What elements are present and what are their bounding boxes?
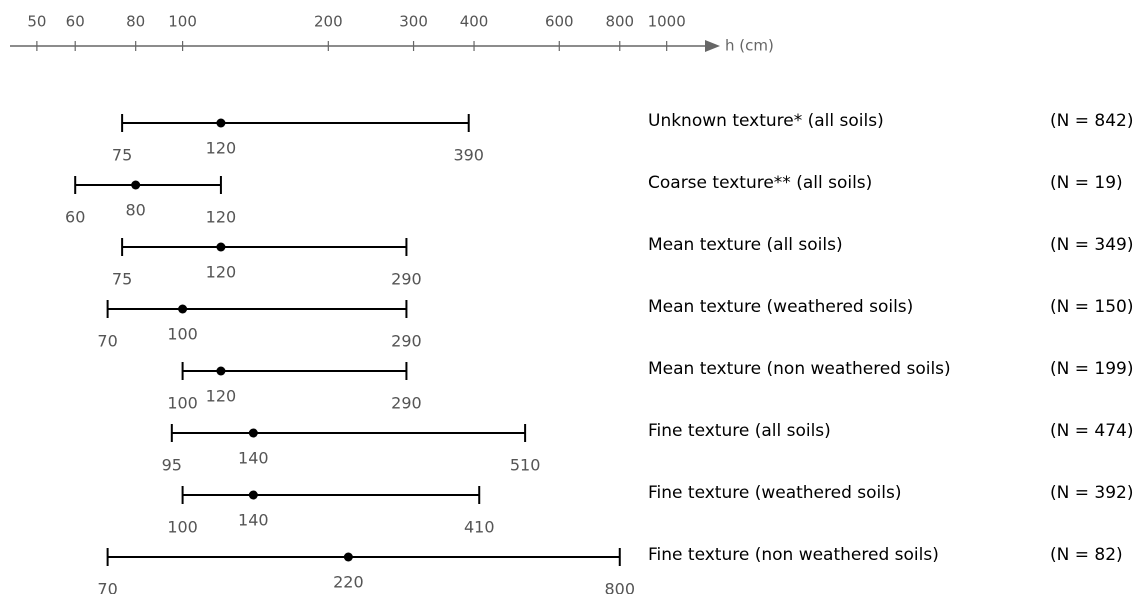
- low-label: 100: [167, 518, 198, 537]
- row-label: Fine texture (non weathered soils): [648, 545, 939, 565]
- n-label: (N = 842): [1050, 111, 1133, 131]
- high-label: 290: [391, 332, 422, 351]
- median-dot: [248, 490, 258, 500]
- high-label: 510: [510, 456, 541, 475]
- median-label: 120: [206, 263, 237, 282]
- n-label: (N = 474): [1050, 421, 1133, 441]
- x-tick-label: 400: [460, 13, 489, 31]
- low-label: 75: [112, 146, 132, 165]
- low-label: 95: [162, 456, 182, 475]
- x-tick-label: 80: [126, 13, 145, 31]
- row-label: Coarse texture** (all soils): [648, 173, 872, 193]
- median-dot: [216, 242, 226, 252]
- median-label: 120: [206, 387, 237, 406]
- median-label: 120: [206, 139, 237, 158]
- median-dot: [248, 428, 258, 438]
- row-label: Unknown texture* (all soils): [648, 111, 884, 131]
- n-label: (N = 150): [1050, 297, 1133, 317]
- high-label: 410: [464, 518, 495, 537]
- high-label: 800: [604, 580, 635, 595]
- median-label: 140: [238, 511, 269, 530]
- x-tick-label: 800: [605, 13, 634, 31]
- x-tick-label: 100: [168, 13, 197, 31]
- x-axis-label: h (cm): [725, 37, 774, 55]
- low-label: 75: [112, 270, 132, 289]
- axis-arrow: [705, 40, 720, 52]
- row-label: Fine texture (all soils): [648, 421, 831, 441]
- x-tick-label: 300: [399, 13, 428, 31]
- high-label: 290: [391, 270, 422, 289]
- row-label: Mean texture (all soils): [648, 235, 843, 255]
- n-label: (N = 392): [1050, 483, 1133, 503]
- median-dot: [216, 118, 226, 128]
- median-dot: [343, 552, 353, 562]
- median-dot: [178, 304, 188, 314]
- row-label: Mean texture (weathered soils): [648, 297, 913, 317]
- n-label: (N = 19): [1050, 173, 1123, 193]
- x-tick-label: 50: [27, 13, 46, 31]
- high-label: 120: [206, 208, 237, 227]
- n-label: (N = 349): [1050, 235, 1133, 255]
- n-label: (N = 199): [1050, 359, 1133, 379]
- n-label: (N = 82): [1050, 545, 1123, 565]
- low-label: 70: [97, 332, 117, 351]
- x-tick-label: 600: [545, 13, 574, 31]
- x-tick-label: 200: [314, 13, 343, 31]
- low-label: 100: [167, 394, 198, 413]
- high-label: 390: [453, 146, 484, 165]
- median-label: 100: [167, 325, 198, 344]
- median-dot: [131, 180, 141, 190]
- median-dot: [216, 366, 226, 376]
- row-label: Fine texture (weathered soils): [648, 483, 901, 503]
- row-label: Mean texture (non weathered soils): [648, 359, 951, 379]
- high-label: 290: [391, 394, 422, 413]
- low-label: 60: [65, 208, 85, 227]
- median-label: 80: [126, 201, 146, 220]
- x-tick-label: 1000: [648, 13, 686, 31]
- low-label: 70: [97, 580, 117, 595]
- x-tick-label: 60: [66, 13, 85, 31]
- median-label: 140: [238, 449, 269, 468]
- median-label: 220: [333, 573, 364, 592]
